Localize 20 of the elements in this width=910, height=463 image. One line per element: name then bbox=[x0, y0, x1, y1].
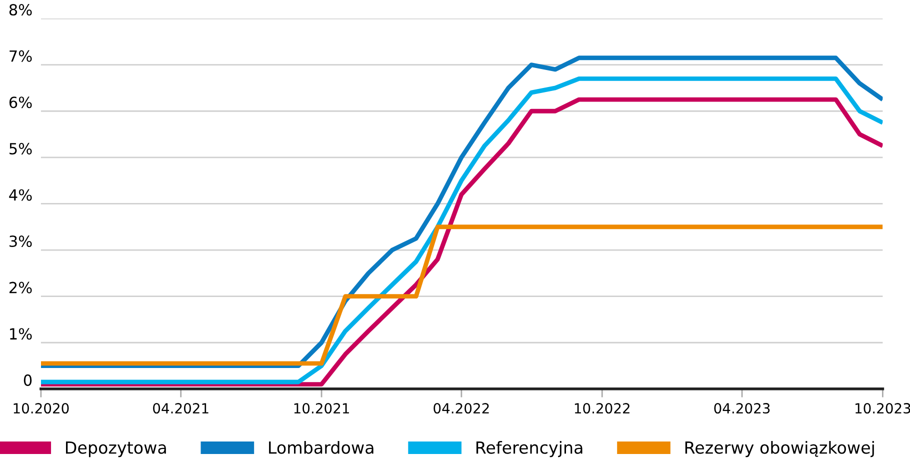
x-tick-label: 04.2021 bbox=[153, 403, 208, 414]
x-tick-label: 10.2022 bbox=[574, 403, 630, 414]
x-tick-label: 04.2022 bbox=[434, 403, 489, 414]
y-tick-label: 3% bbox=[10, 236, 32, 248]
y-tick-label: 4% bbox=[9, 189, 32, 201]
y-tick-label: 1% bbox=[10, 328, 32, 340]
legend-label: Depozytowa bbox=[66, 441, 166, 458]
legend-label: Referencyjna bbox=[476, 440, 582, 458]
y-tick-label: 2% bbox=[10, 282, 32, 294]
y-tick-label: 7% bbox=[10, 50, 32, 62]
x-tick-label: 10.2021 bbox=[294, 403, 349, 414]
y-tick-label: 0 bbox=[24, 374, 32, 386]
legend-label: Lombardowa bbox=[269, 440, 374, 454]
x-tick-label: 10.2020 bbox=[14, 403, 69, 414]
legend-label: Rezerwy obowiązkowej bbox=[685, 440, 874, 458]
y-tick-label: 6% bbox=[9, 96, 32, 108]
x-tick-label: 04.2023 bbox=[714, 403, 770, 414]
y-tick-label: 8% bbox=[9, 4, 32, 16]
y-tick-label: 5% bbox=[10, 142, 32, 154]
x-tick-label: 10.2023 bbox=[856, 403, 910, 414]
